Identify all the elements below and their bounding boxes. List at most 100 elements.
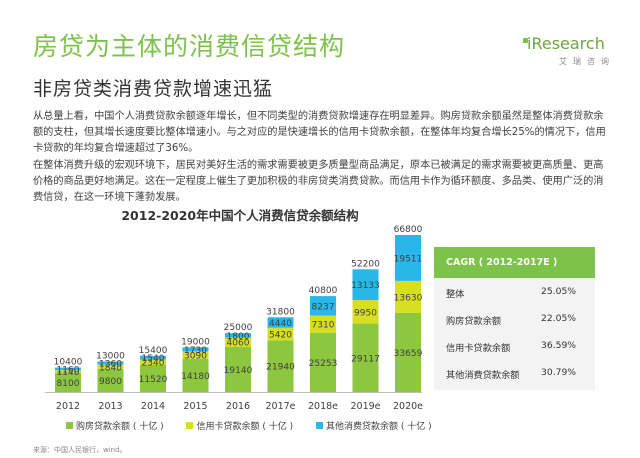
bar-value-label: 11520 bbox=[139, 375, 168, 385]
bar-value-label: 1730 bbox=[184, 346, 207, 356]
cagr-row-value: 36.59% bbox=[541, 340, 577, 351]
bar-value-label: 8100 bbox=[57, 379, 80, 389]
chart-title: 2012-2020年中国个人消费信贷余额结构 bbox=[121, 208, 359, 223]
bar-value-label: 8237 bbox=[312, 302, 335, 312]
cagr-row: 购房贷款余额 22.05% bbox=[434, 305, 595, 332]
bar-value-label: 1800 bbox=[227, 332, 250, 342]
body-paragraph-1: 从总量上看，中国个人消费贷款余额逐年增长，但不同类型的消费贷款增速存在明显差异。… bbox=[33, 111, 606, 155]
cagr-row-value: 30.79% bbox=[541, 367, 577, 378]
x-tick-label: 2013 bbox=[98, 401, 122, 412]
bar-segment-other bbox=[97, 361, 124, 365]
cagr-table: CAGR ( 2012-2017E ) 整体 25.05% 购房贷款余额 22.… bbox=[434, 247, 595, 390]
bar-value-label: 14180 bbox=[181, 372, 210, 382]
bar-segment-other bbox=[225, 333, 251, 338]
legend-swatch bbox=[66, 422, 73, 429]
bar-segment-other bbox=[352, 269, 379, 301]
cagr-row-name: 其他消费贷款余额 bbox=[446, 370, 520, 381]
bar-segment-housing bbox=[55, 372, 81, 392]
bar-total-label: 40800 bbox=[309, 286, 338, 296]
bar-segment-credit bbox=[225, 337, 251, 348]
bar-total-label: 66800 bbox=[394, 225, 423, 235]
x-tick-label: 2016 bbox=[226, 401, 250, 412]
cagr-row: 信用卡贷款余额 36.59% bbox=[434, 332, 595, 359]
bar-value-label: 25253 bbox=[309, 359, 338, 369]
bar-value-label: 13630 bbox=[394, 293, 423, 303]
x-tick-label: 2019e bbox=[350, 401, 380, 412]
bar-segment-other bbox=[140, 355, 166, 360]
bar-segment-housing bbox=[310, 332, 336, 392]
bar-value-label: 4440 bbox=[269, 319, 292, 329]
logo-brand: iResearch bbox=[527, 34, 605, 53]
cagr-header: CAGR ( 2012-2017E ) bbox=[434, 247, 595, 278]
bar-segment-credit bbox=[140, 359, 166, 365]
x-tick-label: 2015 bbox=[183, 401, 207, 412]
bar-segment-credit bbox=[97, 364, 124, 369]
legend-item-other: 其他消费贷款余额 ( 十亿 ) bbox=[315, 419, 432, 432]
bar-segment-housing bbox=[352, 323, 379, 392]
bar-value-label: 5420 bbox=[269, 331, 292, 341]
source-note: 来源：中国人民银行，wind。 bbox=[33, 446, 127, 454]
bar-value-label: 2340 bbox=[142, 359, 165, 369]
x-tick-label: 2018e bbox=[308, 401, 338, 412]
bar-segment-credit bbox=[267, 327, 294, 341]
bar-total-label: 25000 bbox=[224, 323, 253, 333]
bar-value-label: 3090 bbox=[184, 352, 207, 362]
bar-segment-credit bbox=[55, 370, 81, 373]
body-paragraph-2: 在整体消费升级的宏观环境下，居民对美好生活的需求需要被更多质量型商品满足，原本已… bbox=[33, 159, 604, 204]
x-tick-label: 2017e bbox=[265, 401, 295, 412]
legend-label: 购房贷款余额 ( 十亿 ) bbox=[76, 422, 164, 432]
bar-segment-other bbox=[310, 296, 336, 316]
bar-segment-other bbox=[267, 317, 294, 328]
bar-value-label: 1140 bbox=[57, 368, 80, 378]
legend-item-credit: 信用卡贷款余额 ( 十亿 ) bbox=[186, 419, 293, 432]
legend-item-housing: 购房贷款余额 ( 十亿 ) bbox=[66, 419, 164, 432]
bar-segment-credit bbox=[352, 300, 379, 324]
bar-segment-other bbox=[395, 235, 421, 281]
bar-total-label: 15400 bbox=[139, 346, 168, 356]
bar-segment-housing bbox=[395, 312, 421, 392]
legend-label: 其他消费贷款余额 ( 十亿 ) bbox=[325, 422, 432, 432]
body-text: 从总量上看，中国个人消费贷款余额逐年增长，但不同类型的消费贷款增速存在明显差异。… bbox=[33, 109, 613, 206]
cagr-row-value: 22.05% bbox=[541, 313, 577, 324]
bar-total-label: 19000 bbox=[181, 337, 210, 347]
bar-value-label: 1540 bbox=[142, 354, 165, 364]
bar-value-label: 7310 bbox=[312, 321, 335, 331]
bar-segment-credit bbox=[310, 315, 336, 333]
x-tick-label: 2020e bbox=[393, 401, 423, 412]
bar-total-label: 52200 bbox=[351, 259, 380, 269]
chart-legend: 购房贷款余额 ( 十亿 ) 信用卡贷款余额 ( 十亿 ) 其他消费贷款余额 ( … bbox=[66, 419, 452, 432]
logo-tagline: 艾瑞咨询 bbox=[559, 57, 615, 66]
logo-mark-icon bbox=[523, 38, 528, 43]
cagr-row: 其他消费贷款余额 30.79% bbox=[434, 359, 595, 386]
bar-total-label: 31800 bbox=[266, 307, 295, 317]
bar-value-label: 1840 bbox=[99, 363, 122, 373]
page-title: 房贷为主体的消费信贷结构 bbox=[33, 32, 346, 61]
cagr-row-value: 25.05% bbox=[541, 286, 577, 297]
cagr-row-name: 信用卡贷款余额 bbox=[446, 343, 511, 354]
bar-segment-housing bbox=[140, 364, 166, 392]
bar-value-label: 13133 bbox=[351, 281, 380, 291]
bar-segment-housing bbox=[225, 347, 251, 392]
bar-value-label: 9950 bbox=[354, 308, 377, 318]
legend-label: 信用卡贷款余额 ( 十亿 ) bbox=[196, 422, 294, 432]
bar-value-label: 1360 bbox=[99, 360, 122, 370]
bar-value-label: 29117 bbox=[351, 354, 380, 364]
bar-value-label: 19140 bbox=[224, 366, 253, 376]
cagr-row-name: 购房贷款余额 bbox=[446, 316, 502, 327]
bar-value-label: 21940 bbox=[266, 363, 295, 373]
bar-value-label: 1160 bbox=[57, 365, 80, 375]
bar-segment-credit bbox=[182, 351, 209, 359]
bar-segment-housing bbox=[97, 368, 124, 392]
cagr-row-name: 整体 bbox=[446, 289, 465, 300]
bar-segment-housing bbox=[267, 340, 294, 392]
bar-total-label: 13000 bbox=[96, 351, 125, 361]
bar-value-label: 9800 bbox=[99, 377, 122, 387]
x-tick-label: 2012 bbox=[56, 401, 80, 412]
bar-total-label: 10400 bbox=[54, 358, 83, 368]
bar-value-label: 33659 bbox=[394, 349, 423, 359]
iresearch-logo: iResearch 艾瑞咨询 bbox=[523, 34, 615, 74]
bar-value-label: 19511 bbox=[394, 254, 423, 264]
bar-value-label: 4060 bbox=[227, 339, 250, 349]
x-tick-label: 2014 bbox=[141, 401, 165, 412]
